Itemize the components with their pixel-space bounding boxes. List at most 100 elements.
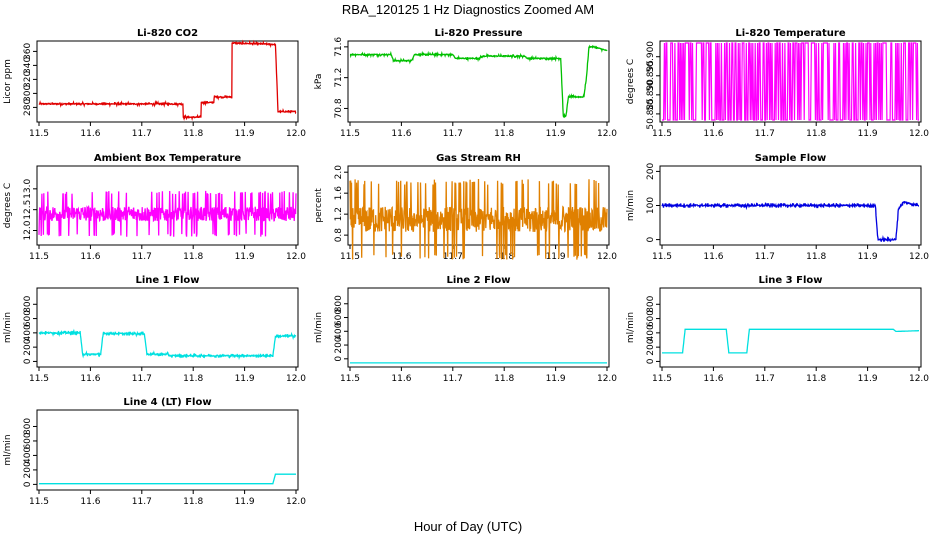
plot-frame	[36, 409, 299, 491]
y-tick-label: 300	[23, 85, 33, 102]
x-tick-label: 11.6	[391, 129, 411, 139]
x-tick-label: 11.8	[183, 374, 203, 384]
y-tick-label: 200	[646, 163, 656, 180]
x-tick-label: 11.7	[132, 252, 152, 262]
x-tick-label: 12.0	[597, 129, 617, 139]
x-tick-label: 11.9	[546, 252, 566, 262]
y-tick-label: 200	[646, 338, 656, 355]
x-tick-label: 12.0	[286, 497, 306, 507]
panel-title: Sample Flow	[755, 153, 827, 164]
x-tick-label: 11.8	[183, 252, 203, 262]
x-tick-label: 11.7	[132, 374, 152, 384]
panel-title: Li-820 CO2	[137, 28, 198, 39]
x-tick-label: 11.7	[443, 374, 463, 384]
y-tick-label: 0	[646, 236, 656, 242]
panel-3: Li-820 Temperature 11.5 11.6 11.7 11.8 11.9 12…	[626, 28, 929, 139]
y-tick-label: 70.8	[334, 98, 344, 118]
x-tick-label: 11.9	[235, 129, 255, 139]
x-tick-label: 11.5	[29, 252, 49, 262]
x-tick-label: 11.9	[546, 374, 566, 384]
plot-frame	[659, 40, 922, 123]
x-tick-label: 12.0	[597, 374, 617, 384]
y-axis-label: degrees C	[626, 59, 636, 104]
panel-title: Li-820 Temperature	[735, 28, 845, 39]
panel-7: Line 1 Flow 11.5 11.6 11.7 11.8 11.9 12.0 0 2004…	[3, 275, 306, 384]
x-tick-label: 12.0	[286, 374, 306, 384]
x-tick-label: 11.8	[494, 374, 514, 384]
y-axis-label: percent	[314, 188, 324, 223]
x-tick-label: 11.9	[858, 129, 878, 139]
y-tick-label: 2.0	[334, 165, 344, 180]
panel-4: Ambient Box Temperature 11.5 11.6 11.7 11.8 1…	[3, 153, 306, 262]
y-axis-label: ml/min	[626, 190, 636, 221]
x-tick-label: 11.8	[806, 129, 826, 139]
y-axis-label: degrees C	[3, 183, 13, 228]
x-tick-label: 12.0	[597, 252, 617, 262]
y-tick-label: 0	[334, 356, 344, 362]
panel-9: Line 3 Flow 11.5 11.6 11.7 11.8 11.9 12.0 0 2004…	[626, 275, 929, 384]
x-tick-label: 11.6	[703, 129, 723, 139]
x-tick-label: 11.6	[80, 374, 100, 384]
x-tick-label: 11.9	[235, 252, 255, 262]
x-tick-label: 11.5	[29, 497, 49, 507]
y-tick-label: 800	[23, 418, 33, 435]
x-tick-label: 11.5	[29, 129, 49, 139]
y-tick-label: 12.5	[23, 200, 33, 220]
x-tick-label: 11.7	[132, 129, 152, 139]
y-axis-label: ml/min	[314, 312, 324, 343]
series-line	[661, 200, 920, 243]
y-tick-label: 600	[646, 310, 656, 327]
y-tick-label: 71.2	[334, 68, 344, 88]
series-line	[39, 473, 296, 485]
y-tick-label: 340	[23, 57, 33, 74]
x-tick-label: 11.5	[29, 374, 49, 384]
y-tick-label: 0	[23, 358, 33, 364]
y-tick-label: 360	[23, 43, 33, 60]
y-tick-label: 13.0	[23, 179, 33, 199]
x-tick-label: 11.6	[703, 252, 723, 262]
x-tick-label: 11.9	[546, 129, 566, 139]
y-tick-label: 800	[23, 295, 33, 312]
series-line	[662, 42, 919, 121]
panel-10: Line 4 (LT) Flow 11.5 11.6 11.7 11.8 11.9 12.0…	[3, 397, 306, 507]
x-tick-label: 12.0	[286, 252, 306, 262]
panel-6: Sample Flow 11.5 11.6 11.7 11.8 11.9 12.0 0 100 2…	[626, 153, 929, 262]
x-tick-label: 11.8	[183, 129, 203, 139]
x-tick-label: 11.8	[183, 497, 203, 507]
x-tick-label: 11.8	[806, 374, 826, 384]
series-line	[38, 39, 297, 122]
plot-frame	[36, 40, 299, 123]
series-line	[662, 328, 919, 354]
series-line	[349, 178, 608, 260]
y-tick-label: 600	[23, 432, 33, 449]
panel-title: Line 2 Flow	[447, 275, 511, 286]
x-tick-label: 12.0	[909, 129, 929, 139]
y-tick-label: 0.8	[334, 228, 344, 243]
y-tick-label: 100	[646, 197, 656, 214]
panel-8: Line 2 Flow 11.5 11.6 11.7 11.8 11.9 12.0 0 2004…	[314, 275, 617, 384]
y-tick-label: 0	[23, 481, 33, 487]
x-tick-label: 11.7	[443, 129, 463, 139]
x-tick-label: 11.7	[755, 374, 775, 384]
panel-2: Li-820 Pressure 11.5 11.6 11.7 11.8 11.9 12.0 7…	[314, 28, 617, 139]
plot-frame	[659, 287, 922, 368]
y-axis-label: Licor ppm	[3, 59, 13, 104]
series-line	[38, 190, 297, 237]
x-tick-label: 11.5	[340, 252, 360, 262]
y-tick-label: 600	[23, 310, 33, 327]
panel-title: Line 4 (LT) Flow	[123, 397, 211, 408]
series-line	[38, 328, 297, 361]
y-axis-label: ml/min	[3, 434, 13, 465]
y-tick-label: 800	[646, 295, 656, 312]
x-tick-label: 11.5	[340, 374, 360, 384]
x-tick-label: 11.5	[652, 129, 672, 139]
panels: Li-820 CO2 11.5 11.6 11.7 11.8 11.9 12.0 280300…	[3, 28, 929, 507]
x-tick-label: 12.0	[286, 129, 306, 139]
panel-title: Line 3 Flow	[759, 275, 823, 286]
figure-title: RBA_120125 1 Hz Diagnostics Zoomed AM	[342, 2, 594, 17]
x-tick-label: 11.5	[652, 374, 672, 384]
x-tick-label: 11.5	[340, 129, 360, 139]
y-tick-label: 200	[23, 338, 33, 355]
panel-title: Li-820 Pressure	[434, 28, 522, 39]
